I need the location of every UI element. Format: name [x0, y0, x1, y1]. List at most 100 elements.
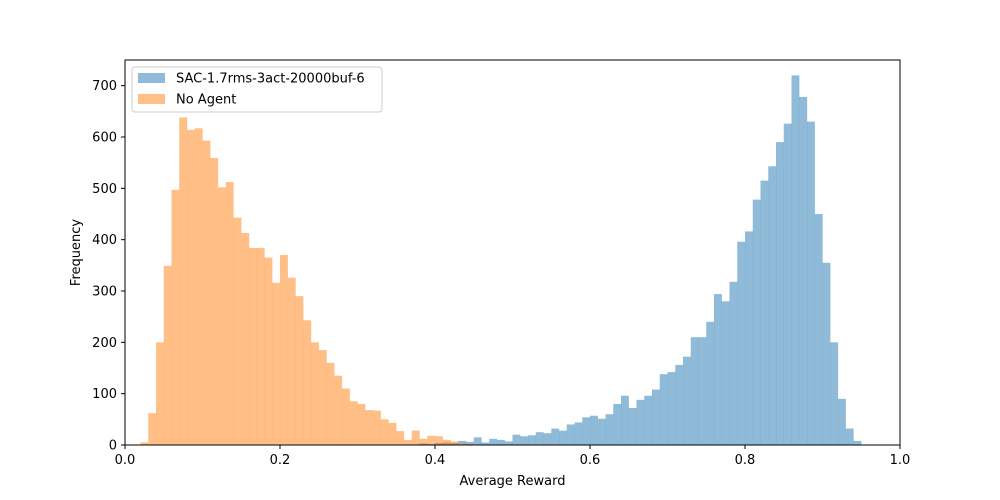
bar-no-agent-5 — [179, 117, 188, 446]
bar-no-agent-38 — [435, 436, 443, 445]
bar-sac-34 — [683, 356, 691, 445]
bar-no-agent-23 — [318, 350, 327, 445]
bar-sac-23 — [597, 418, 606, 445]
bar-sac-33 — [675, 364, 684, 445]
bar-sac-27 — [628, 408, 637, 445]
bar-sac-6 — [466, 441, 474, 445]
bar-no-agent-35 — [411, 430, 420, 445]
bar-sac-28 — [636, 399, 645, 445]
bar-sac-48 — [791, 75, 800, 446]
bar-sac-18 — [559, 430, 567, 445]
plot-frame — [124, 59, 901, 446]
bar-no-agent-16 — [264, 257, 273, 445]
bar-sac-12 — [512, 434, 521, 445]
x-tick-label: 0.6 — [580, 453, 601, 468]
bar-no-agent-1 — [148, 413, 157, 445]
bar-no-agent-30 — [373, 410, 381, 445]
bar-sac-20 — [574, 422, 583, 445]
bar-no-agent-14 — [249, 247, 257, 445]
bar-sac-32 — [667, 372, 676, 445]
bar-no-agent-2 — [156, 342, 164, 445]
bar-no-agent-22 — [311, 342, 319, 445]
bar-no-agent-7 — [194, 128, 203, 445]
bar-no-agent-18 — [280, 255, 288, 445]
bar-no-agent-19 — [287, 277, 296, 445]
bar-no-agent-29 — [365, 410, 374, 445]
y-tick-label: 300 — [92, 285, 117, 300]
bar-sac-8 — [481, 442, 490, 445]
bar-sac-52 — [822, 262, 831, 445]
bar-sac-21 — [582, 417, 591, 445]
bar-sac-22 — [590, 415, 598, 445]
bar-no-agent-15 — [256, 247, 265, 445]
bar-sac-35 — [690, 337, 699, 445]
bar-no-agent-37 — [427, 435, 436, 445]
bar-no-agent-42 — [466, 443, 474, 445]
bar-sac-24 — [605, 414, 614, 445]
bar-sac-17 — [551, 428, 560, 445]
bar-no-agent-28 — [357, 403, 366, 445]
bar-sac-16 — [543, 433, 552, 445]
y-tick-label: 600 — [92, 131, 117, 146]
bar-sac-19 — [566, 424, 575, 445]
bar-sac-37 — [706, 321, 715, 445]
bar-no-agent-9 — [210, 158, 219, 446]
bar-no-agent-10 — [218, 187, 226, 445]
bar-no-agent-32 — [388, 422, 397, 445]
y-tick-label: 400 — [92, 233, 117, 248]
bar-no-agent-13 — [241, 232, 250, 445]
bar-sac-5 — [458, 440, 467, 445]
legend-swatch-no-agent — [138, 94, 165, 104]
y-tick-label: 0 — [109, 439, 117, 454]
bar-no-agent-17 — [272, 282, 281, 445]
x-tick-label: 0.8 — [735, 453, 756, 468]
bar-sac-40 — [729, 281, 738, 445]
bar-sac-49 — [799, 96, 808, 446]
legend-box — [131, 66, 383, 113]
axes-layer — [124, 59, 901, 446]
bar-no-agent-41 — [458, 443, 467, 445]
bar-sac-13 — [520, 436, 529, 445]
bar-sac-43 — [752, 199, 761, 445]
bar-sac-39 — [721, 301, 730, 445]
bar-no-agent-34 — [404, 439, 412, 445]
x-axis-label: Average Reward — [460, 474, 566, 489]
ticks-layer: 0.0 0.2 0.4 0.6 0.8 1.0 0 100 200 300 400 500 600 700 — [92, 79, 910, 468]
bar-sac-56 — [853, 440, 862, 445]
bar-sac-51 — [814, 214, 823, 445]
bar-sac-26 — [621, 395, 629, 445]
bar-sac-55 — [845, 428, 854, 445]
bar-no-agent-24 — [326, 362, 335, 445]
bar-sac-36 — [698, 337, 707, 445]
bar-sac-50 — [807, 121, 815, 445]
y-tick-label: 200 — [92, 336, 117, 351]
bar-no-agent-27 — [349, 401, 358, 445]
x-tick-label: 1.0 — [890, 453, 911, 468]
x-tick-label: 0.4 — [425, 453, 446, 468]
y-axis-label: Frequency — [69, 219, 84, 286]
bar-sac-14 — [528, 435, 536, 445]
bar-sac-45 — [768, 166, 777, 445]
bar-sac-29 — [644, 395, 653, 445]
y-tick-label: 100 — [92, 387, 117, 402]
bar-sac-25 — [613, 403, 622, 445]
bar-sac-46 — [776, 142, 784, 445]
legend: SAC-1.7rms-3act-20000buf-6 No Agent — [131, 66, 383, 113]
bar-no-agent-20 — [295, 296, 304, 445]
bar-sac-7 — [473, 437, 482, 445]
bar-sac-30 — [652, 389, 660, 445]
bar-sac-42 — [745, 231, 753, 445]
bar-sac-38 — [714, 294, 722, 445]
bar-no-agent-31 — [380, 419, 389, 445]
legend-label-no-agent: No Agent — [176, 93, 236, 108]
bar-no-agent-12 — [233, 217, 242, 445]
bar-sac-31 — [659, 374, 668, 445]
y-tick-label: 700 — [92, 79, 117, 94]
bar-no-agent-6 — [187, 129, 195, 445]
bar-sac-53 — [830, 342, 839, 445]
bar-sac-15 — [535, 432, 544, 445]
bar-no-agent-8 — [202, 140, 211, 445]
bar-no-agent-33 — [396, 431, 405, 445]
y-tick-label: 500 — [92, 182, 117, 197]
